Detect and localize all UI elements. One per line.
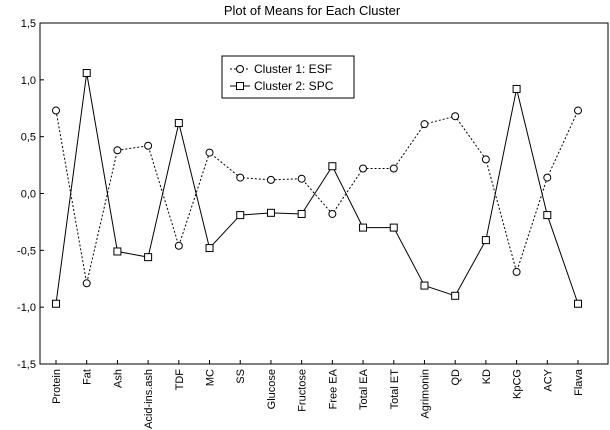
data-point: [52, 106, 60, 115]
data-point: [420, 120, 429, 129]
data-point: [297, 209, 306, 218]
x-tick-label: Flava: [573, 368, 585, 396]
data-point: [174, 241, 183, 250]
data-point: [328, 209, 337, 218]
x-tick-label: QD: [450, 369, 462, 386]
data-point: [359, 223, 368, 232]
legend: Cluster 1: ESF Cluster 2: SPC: [221, 55, 355, 99]
y-tick-label: 0,0: [21, 189, 36, 201]
data-point: [359, 164, 368, 173]
x-tick-label: Free EA: [327, 368, 339, 409]
series-line: [55, 72, 579, 304]
x-axis: Protein Fat Ash Acid-ins.ash TDF MC SS Glucose F…: [51, 360, 585, 429]
legend-item: Cluster 2: SPC: [230, 79, 334, 93]
x-tick-label: Acid-ins.ash: [143, 369, 155, 429]
data-point: [174, 119, 183, 128]
legend-label: Cluster 1: ESF: [254, 62, 332, 76]
y-tick-label: 1,5: [21, 18, 36, 30]
data-point: [52, 299, 60, 308]
x-tick-label: ACY: [542, 368, 554, 391]
data-point: [328, 162, 337, 171]
data-point: [543, 173, 552, 182]
data-point: [512, 84, 521, 93]
x-tick-label: Fat: [82, 369, 94, 385]
x-tick-label: Fructose: [297, 369, 309, 412]
data-point: [481, 236, 490, 245]
data-point: [297, 174, 306, 183]
data-point: [389, 164, 398, 173]
x-tick-label: KD: [481, 369, 493, 384]
data-point: [543, 211, 552, 220]
data-point: [574, 299, 582, 308]
x-tick-label: Agrimonin: [419, 369, 431, 419]
x-tick-label: KpCG: [512, 369, 524, 399]
legend-marker: [236, 82, 244, 90]
series-1: [52, 106, 582, 288]
data-point: [205, 148, 214, 157]
x-tick-label: SS: [235, 369, 247, 384]
legend-marker: [236, 65, 244, 73]
x-tick-label: TDF: [174, 369, 186, 391]
data-point: [82, 279, 91, 288]
x-tick-label: Total ET: [389, 369, 401, 410]
data-point: [144, 141, 153, 150]
data-point: [451, 291, 460, 300]
data-point: [266, 175, 275, 184]
chart-title: Plot of Means for Each Cluster: [224, 3, 401, 18]
data-point: [236, 173, 245, 182]
data-point: [451, 112, 460, 121]
y-tick-label: 1,0: [21, 75, 36, 87]
x-tick-label: Ash: [112, 369, 124, 388]
x-tick-label: Total EA: [358, 368, 370, 410]
x-tick-label: Protein: [51, 369, 63, 404]
y-tick-label: 0,5: [21, 132, 36, 144]
series-2: [52, 69, 582, 308]
legend-label: Cluster 2: SPC: [254, 79, 334, 93]
y-tick-label: -0,5: [17, 245, 36, 257]
data-point: [82, 69, 91, 78]
y-tick-label: -1,0: [17, 302, 36, 314]
series-layer: [52, 69, 582, 308]
y-tick-label: -1,5: [17, 359, 36, 371]
data-point: [420, 281, 429, 290]
data-point: [481, 155, 490, 164]
series-line: [55, 110, 579, 284]
data-point: [144, 253, 153, 262]
legend-item: Cluster 1: ESF: [230, 62, 332, 76]
x-tick-label: Glucose: [266, 369, 278, 409]
legend-box: [221, 55, 355, 99]
data-point: [113, 146, 122, 155]
data-point: [574, 106, 582, 115]
data-point: [512, 267, 521, 276]
data-point: [236, 211, 245, 220]
data-point: [389, 223, 398, 232]
data-point: [266, 208, 275, 217]
data-point: [205, 244, 214, 253]
data-point: [113, 247, 122, 256]
y-axis: -1,5 -1,0 -0,5 0,0 0,5 1,0 1,5: [17, 18, 44, 371]
x-tick-label: MC: [205, 369, 217, 386]
